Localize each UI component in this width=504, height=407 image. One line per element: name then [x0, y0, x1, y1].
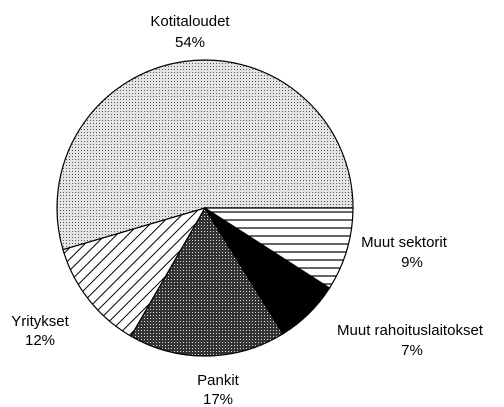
slice-label: Muut sektorit — [361, 234, 448, 251]
pie-slice — [56, 59, 354, 251]
slice-label: Yritykset — [11, 313, 69, 330]
slice-label: Muut rahoituslaitokset — [337, 322, 484, 339]
slice-value-label: 54% — [175, 34, 205, 51]
slice-value-label: 17% — [203, 391, 233, 407]
pie-slice — [130, 206, 284, 357]
pie-slice — [202, 207, 354, 289]
pie-slice — [62, 207, 207, 337]
slice-label: Pankit — [197, 372, 240, 389]
slice-label: Kotitaloudet — [150, 13, 230, 30]
slice-value-label: 9% — [401, 254, 423, 271]
slice-value-label: 12% — [25, 332, 55, 349]
slice-value-label: 7% — [401, 342, 423, 359]
